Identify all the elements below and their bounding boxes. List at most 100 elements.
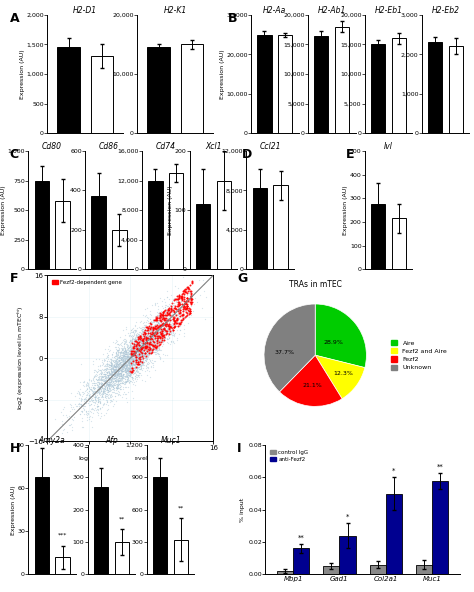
Point [97, 366, 105, 375]
Point [157, 333, 164, 343]
Point [138, 332, 146, 341]
Point [89, 391, 96, 401]
Point [170, 312, 178, 321]
Point [139, 335, 146, 345]
Point [140, 340, 148, 350]
Point [121, 337, 129, 347]
Point [142, 350, 149, 359]
Point [143, 343, 150, 353]
Point [111, 352, 119, 361]
Point [111, 371, 119, 380]
Point [142, 339, 149, 348]
Point [153, 332, 160, 341]
Point [138, 356, 146, 366]
Point [78, 406, 86, 415]
Point [87, 416, 94, 426]
Title: Amy2a: Amy2a [39, 436, 65, 445]
Point [121, 389, 129, 398]
Point [163, 324, 170, 334]
Point [129, 349, 137, 358]
Point [122, 363, 129, 372]
Point [174, 283, 182, 292]
Point [165, 316, 173, 326]
Point [103, 375, 110, 385]
Point [154, 330, 162, 339]
Point [122, 361, 129, 370]
Point [104, 379, 111, 388]
Point [97, 404, 104, 414]
Point [117, 351, 124, 361]
Point [183, 301, 191, 311]
Point [180, 297, 188, 306]
Point [146, 322, 153, 332]
Point [147, 346, 155, 356]
Point [117, 348, 125, 357]
Point [96, 397, 103, 406]
Point [133, 374, 140, 384]
Point [101, 374, 109, 383]
Point [133, 365, 140, 375]
Point [123, 348, 130, 357]
Point [110, 361, 118, 371]
Point [154, 333, 161, 343]
Point [99, 378, 106, 388]
Point [151, 324, 158, 333]
Point [127, 355, 134, 364]
Point [101, 378, 109, 388]
Point [105, 372, 113, 381]
Point [131, 346, 138, 355]
Point [121, 361, 128, 370]
Point [152, 329, 160, 339]
Point [111, 371, 119, 381]
Point [127, 353, 135, 362]
Point [140, 333, 148, 343]
Point [91, 371, 98, 381]
Point [132, 363, 139, 372]
Point [120, 358, 128, 367]
Point [134, 337, 142, 347]
Point [165, 295, 173, 304]
Point [173, 309, 181, 318]
Point [133, 331, 140, 340]
Point [122, 382, 130, 392]
Point [112, 384, 119, 393]
Point [158, 310, 166, 319]
Point [117, 362, 125, 371]
Point [171, 282, 178, 291]
Point [128, 366, 136, 375]
Bar [55, 201, 70, 269]
Point [110, 364, 118, 374]
Point [121, 351, 129, 361]
Point [152, 319, 159, 329]
Point [80, 394, 87, 404]
Point [96, 394, 104, 404]
Point [142, 318, 150, 327]
Point [156, 315, 164, 324]
Legend: Fezf2-dependent gene: Fezf2-dependent gene [50, 278, 124, 288]
Point [137, 351, 145, 361]
Point [123, 361, 131, 371]
Point [161, 297, 168, 307]
Point [149, 346, 156, 355]
Point [154, 317, 162, 326]
Point [108, 359, 115, 368]
Point [132, 343, 140, 353]
Point [101, 355, 109, 365]
Point [109, 357, 117, 366]
Point [152, 312, 160, 321]
Point [105, 362, 112, 371]
Point [176, 308, 183, 317]
Point [104, 366, 111, 375]
Point [94, 365, 102, 374]
Point [121, 355, 128, 365]
Point [141, 338, 149, 348]
Point [116, 365, 123, 375]
Point [105, 390, 113, 399]
Point [113, 350, 120, 360]
Point [111, 362, 118, 371]
Point [178, 294, 186, 304]
Point [110, 361, 118, 370]
Point [120, 366, 128, 376]
Point [104, 352, 111, 362]
Point [139, 336, 146, 346]
